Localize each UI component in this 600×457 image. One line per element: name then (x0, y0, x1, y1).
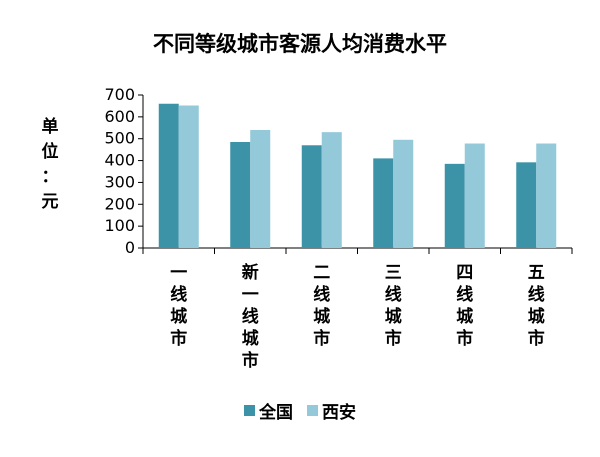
y-axis-label-char: 单 (41, 117, 59, 137)
bar-national (230, 141, 251, 248)
legend-label-xian: 西安 (322, 403, 356, 423)
bar-national (158, 103, 179, 248)
x-category-label: 一线城市 (170, 263, 187, 349)
y-axis-label-char: 位 (41, 142, 59, 162)
y-tick-label: 100 (104, 216, 135, 235)
bar-xian (536, 143, 557, 248)
bar-national (516, 162, 537, 248)
chart-legend: 全国 西安 (0, 398, 600, 423)
y-tick-label: 600 (104, 107, 135, 126)
bar-xian (178, 105, 199, 249)
y-tick-label: 0 (125, 238, 135, 257)
y-tick-label: 200 (104, 194, 135, 213)
legend-label-national: 全国 (259, 403, 293, 423)
x-category-label: 三线城市 (385, 263, 402, 349)
y-axis-label: 单 位 ： 元 (38, 115, 62, 215)
x-category-label: 新一线城市 (242, 262, 259, 371)
legend-item-xian: 西安 (307, 398, 356, 423)
bar-xian (393, 139, 414, 248)
chart-title: 不同等级城市客源人均消费水平 (153, 32, 447, 56)
bar-national (301, 145, 322, 248)
bar-national (373, 158, 394, 248)
y-tick-label: 700 (104, 85, 135, 104)
bar-xian (250, 129, 271, 248)
bar-national (444, 163, 465, 248)
y-axis-label-char: 元 (41, 192, 59, 212)
bar-xian (321, 132, 342, 248)
y-tick-label: 500 (104, 129, 135, 148)
legend-swatch-xian (307, 405, 318, 416)
y-tick-label: 300 (104, 172, 135, 191)
y-axis-label-char: ： (41, 167, 59, 187)
x-category-label: 四线城市 (456, 263, 473, 349)
legend-swatch-national (244, 405, 255, 416)
legend-item-national: 全国 (244, 398, 293, 423)
y-tick-label: 400 (104, 151, 135, 170)
x-category-label: 五线城市 (528, 263, 545, 349)
x-category-label: 二线城市 (313, 263, 330, 349)
bar-xian (464, 143, 485, 248)
